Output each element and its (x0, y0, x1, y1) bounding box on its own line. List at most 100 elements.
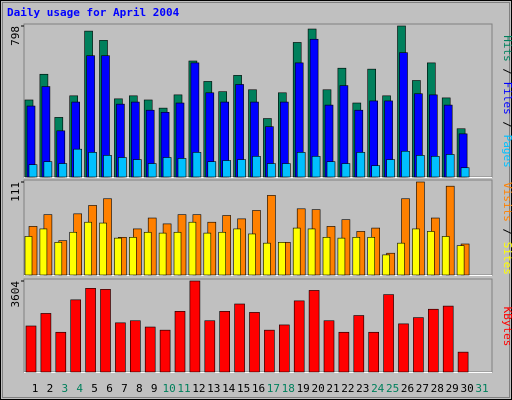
x-tick-label: 12 (192, 382, 205, 395)
legend-entry: Sites (501, 242, 512, 275)
x-tick-label: 10 (162, 382, 175, 395)
x-tick-label: 23 (356, 382, 369, 395)
x-tick-label: 20 (311, 382, 324, 395)
bar (322, 236, 331, 276)
x-tick-label: 21 (326, 382, 339, 395)
bar (40, 313, 52, 373)
x-tick-label: 11 (177, 382, 190, 395)
bar (249, 312, 260, 373)
bar (88, 152, 97, 178)
bar (296, 152, 306, 178)
bar (264, 329, 275, 373)
bar (58, 163, 68, 178)
bar (307, 228, 316, 276)
bar (367, 236, 376, 276)
bar (413, 317, 424, 373)
legend: KBytes (501, 307, 512, 347)
legend: Hits / Files / Pages (501, 35, 512, 168)
bar (382, 254, 390, 276)
bar (118, 157, 127, 178)
x-tick-label: 5 (91, 382, 98, 395)
bar (99, 222, 107, 276)
bar (147, 163, 157, 178)
bar (397, 242, 405, 276)
x-tick-label: 14 (222, 382, 236, 395)
bar (401, 150, 410, 178)
x-tick-label: 29 (446, 382, 459, 395)
bar (143, 231, 152, 276)
bar (460, 167, 470, 178)
x-tick-label: 16 (252, 382, 265, 395)
bar (311, 156, 321, 178)
bar (398, 323, 409, 373)
bar (222, 160, 231, 178)
bar (278, 324, 290, 373)
bar (114, 237, 122, 276)
legend-separator: / (501, 62, 512, 82)
bar (28, 164, 38, 178)
bar (39, 228, 48, 276)
x-tick-label: 9 (151, 382, 158, 395)
bar (130, 320, 141, 373)
bar (192, 152, 202, 178)
x-tick-label: 7 (121, 382, 128, 395)
legend-separator: / (501, 222, 512, 242)
bar (100, 289, 111, 373)
x-tick-label: 30 (460, 382, 473, 395)
bar (341, 163, 351, 178)
bar (427, 308, 439, 373)
bar (281, 163, 291, 178)
x-tick-label: 18 (282, 382, 295, 395)
bar (416, 155, 425, 178)
x-tick-label: 8 (136, 382, 143, 395)
x-tick-label: 28 (431, 382, 444, 395)
bar (54, 242, 63, 276)
bar (457, 351, 469, 373)
bar (353, 315, 365, 373)
bar (267, 195, 276, 276)
x-tick-label: 19 (297, 382, 310, 395)
bar (177, 158, 187, 178)
x-tick-label: 27 (416, 382, 429, 395)
bar (103, 155, 112, 178)
legend-separator: / (501, 115, 512, 135)
bar (248, 233, 256, 276)
bar (386, 159, 395, 178)
legend: Visits / Sites (501, 182, 512, 275)
bar (173, 231, 182, 276)
bar (426, 231, 435, 276)
bar (445, 154, 455, 178)
bar (144, 326, 156, 373)
bar (445, 185, 455, 276)
bar (430, 156, 440, 178)
bar (293, 300, 305, 373)
bar (352, 236, 361, 276)
bar (401, 198, 410, 276)
bar (84, 221, 92, 276)
bar (441, 236, 450, 276)
bar (252, 156, 261, 178)
bar (188, 221, 197, 276)
x-tick-label: 6 (106, 382, 113, 395)
bar (115, 322, 126, 373)
bar (267, 163, 276, 178)
bar (203, 232, 212, 276)
bar (277, 242, 286, 276)
bar (383, 294, 394, 373)
legend-entry: Files (501, 82, 512, 115)
bar (368, 331, 380, 373)
bar (308, 290, 320, 373)
bar (174, 311, 186, 373)
bar (70, 299, 81, 373)
x-tick-label: 2 (47, 382, 54, 395)
bar (292, 227, 301, 276)
bar (43, 161, 53, 178)
x-tick-label: 25 (386, 382, 399, 395)
bar (189, 280, 201, 373)
bar (85, 288, 96, 373)
legend-entry: Visits (501, 182, 512, 222)
bar (219, 311, 230, 373)
bar (237, 159, 246, 178)
bar (371, 165, 381, 178)
